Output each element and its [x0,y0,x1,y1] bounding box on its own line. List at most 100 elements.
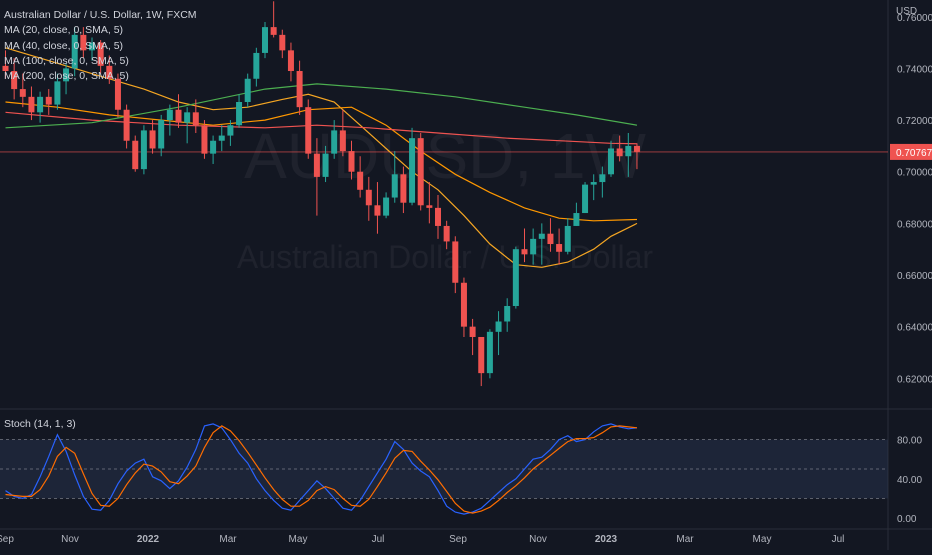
candle-body [374,205,381,216]
price-tick-label: 0.70000 [897,168,932,179]
candle-body [123,109,130,141]
price-tick-label: 0.74000 [897,64,932,75]
candle-body [140,130,147,170]
candle-body [132,140,139,170]
candle-body [80,34,87,51]
candle-body [435,207,441,226]
candle-body [89,42,95,51]
candle-body [331,130,338,154]
candle-body [184,112,191,123]
legend-ma100[interactable]: MA (100, close, 0, SMA, 5) [4,54,129,67]
last-price-label: 0.70767 [896,148,932,159]
last-price-tag [890,143,932,160]
stoch-legend[interactable]: Stoch (14, 1, 3) [4,418,76,430]
candle-body [495,321,502,332]
candle-body [339,130,346,152]
watermark-description: Australian Dollar / U.S. Dollar [237,239,653,275]
watermark-symbol: AUDUSD, 1W [244,120,646,192]
ma-40-line [5,101,638,222]
candle-body [633,145,640,152]
candle-body [383,197,390,216]
legend-ma20[interactable]: MA (20, close, 0, SMA, 5) [4,24,124,37]
candle-body [149,130,156,149]
candle-body [97,42,104,66]
candle-body [175,109,182,123]
candle-body [547,233,554,245]
candle-body [530,238,537,255]
candle-body [564,225,571,252]
candle-body [210,140,217,154]
stoch-d-line [5,425,638,514]
candle-body [478,336,485,374]
price-tick-label: 0.72000 [897,116,932,127]
candle-body [426,205,433,208]
candle-body [305,107,312,154]
time-tick-label: Nov [529,534,547,545]
candle-body [236,102,243,126]
price-tick-label: 0.76000 [897,13,932,24]
ma-20-line [5,47,638,268]
candle-body [417,138,424,206]
stoch-tick-label: 0.00 [897,514,917,525]
legend-ma200[interactable]: MA (200, close, 0, SMA, 5) [4,70,129,83]
candle-body [348,151,355,172]
price-tick-label: 0.66000 [897,271,932,282]
candle-body [166,109,173,121]
candle-body [443,225,450,242]
candle-body [227,125,234,136]
candle-body [573,213,580,226]
time-tick-label: May [753,534,772,545]
candle-body [608,148,614,175]
candle-body [452,241,459,283]
price-tick-label: 0.64000 [897,323,932,334]
candle-body [270,27,277,35]
candle-body [201,125,208,154]
stoch-tick-label: 40.00 [897,475,922,486]
ma-100-line [5,111,638,145]
candle-body [582,184,589,214]
candle-body [357,171,364,190]
candle-body [19,89,26,97]
candle-body [400,174,407,203]
candle-body [28,96,35,113]
price-tick-label: 0.68000 [897,219,932,230]
candle-body [262,27,268,53]
candle-body [45,96,52,105]
time-tick-label: Mar [219,534,237,545]
candle-body [244,78,251,102]
candle-body [556,244,563,252]
candle-body [538,233,545,239]
candle-body [512,249,519,306]
candle-body [192,112,199,126]
time-tick-label: Sep [449,534,467,545]
stoch-k-line [5,423,638,515]
price-tick-label: 0.62000 [897,374,932,385]
candle-body [322,153,329,177]
candle-body [71,34,78,69]
time-tick-label: Sep [0,534,14,545]
legend-ma40[interactable]: MA (40, close, 0, SMA, 5) [4,39,124,52]
stoch-tick-label: 80.00 [897,436,922,447]
candle-body [158,120,165,149]
candle-body [287,50,294,72]
candle-body [486,331,493,374]
candle-body [391,174,398,198]
time-tick-label: Nov [61,534,79,545]
candle-body [106,65,113,79]
candle-body [54,81,61,105]
candle-body [590,182,597,185]
legend-symbol[interactable]: Australian Dollar / U.S. Dollar, 1W, FXC… [4,9,197,21]
candle-body [279,34,286,51]
candle-body [409,138,416,203]
candle-body [616,148,623,157]
time-tick-label: Jul [832,534,845,545]
candle-body [296,71,303,108]
time-tick-label: May [289,534,308,545]
candle-body [253,52,260,79]
candle-body [11,71,18,90]
candle-body [460,282,467,327]
time-tick-label: Mar [676,534,694,545]
